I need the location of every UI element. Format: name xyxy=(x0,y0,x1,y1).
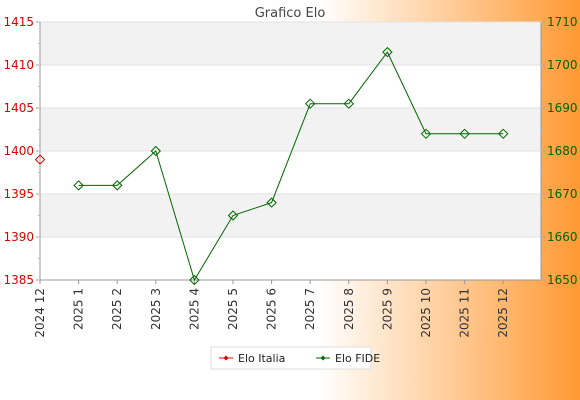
left-tick-label: 1395 xyxy=(3,187,34,201)
right-tick-label: 1650 xyxy=(547,273,578,287)
left-tick-label: 1385 xyxy=(3,273,34,287)
grid-band xyxy=(40,22,541,65)
data-point xyxy=(266,197,277,208)
chart-title: Grafico Elo xyxy=(255,6,326,21)
legend: Elo Italia Elo FIDE xyxy=(210,346,380,370)
data-point xyxy=(227,210,239,221)
series-line xyxy=(78,51,504,282)
x-tick-label: 2025 2 xyxy=(110,288,124,330)
left-tick-label: 1390 xyxy=(3,230,34,244)
legend-box xyxy=(210,346,372,370)
series-layer xyxy=(34,46,509,286)
grid-band xyxy=(40,108,541,151)
right-tick-label: 1700 xyxy=(547,58,578,72)
legend-swatch-marker xyxy=(223,355,229,361)
left-tick-label: 1400 xyxy=(3,144,34,158)
x-tick-label: 2025 9 xyxy=(380,288,394,330)
legend-label: Elo FIDE xyxy=(335,352,380,365)
right-tick-label: 1710 xyxy=(547,15,578,29)
legend-swatch-marker xyxy=(320,355,326,361)
x-tick-label: 2025 11 xyxy=(458,288,472,338)
data-point xyxy=(34,154,46,165)
x-tick-label: 2025 4 xyxy=(187,288,201,330)
x-tick-label: 2025 7 xyxy=(303,288,317,330)
x-tick-label: 2025 12 xyxy=(496,288,510,338)
x-tick-label: 2025 6 xyxy=(265,288,279,330)
data-point xyxy=(459,128,470,140)
data-point xyxy=(420,128,432,140)
right-tick-label: 1670 xyxy=(547,187,578,201)
x-tick-label: 2025 10 xyxy=(419,288,433,338)
series-elo-italia xyxy=(34,154,46,165)
left-tick-label: 1405 xyxy=(3,101,34,115)
data-point xyxy=(73,180,84,191)
plot-area xyxy=(40,21,541,281)
data-point xyxy=(382,46,393,58)
data-point xyxy=(497,128,509,140)
data-point xyxy=(111,180,123,191)
grid-band xyxy=(40,194,541,237)
data-point xyxy=(304,98,316,109)
series-elo-fide xyxy=(73,46,509,286)
right-tick-label: 1680 xyxy=(547,144,578,158)
x-tick-label: 2025 1 xyxy=(72,288,86,330)
x-tick-label: 2025 3 xyxy=(149,288,163,330)
right-tick-label: 1660 xyxy=(547,230,578,244)
x-tick-label: 2024 12 xyxy=(33,288,47,338)
x-tick-label: 2025 8 xyxy=(342,288,356,330)
left-tick-label: 1410 xyxy=(3,58,34,72)
data-point xyxy=(189,274,200,286)
data-point xyxy=(150,145,162,157)
right-tick-label: 1690 xyxy=(547,101,578,115)
x-tick-label: 2025 5 xyxy=(226,288,240,330)
left-tick-label: 1415 xyxy=(3,15,34,29)
data-point xyxy=(343,98,355,109)
axes: 1385 1390 1395 1400 1405 1410 1415 1650 1660 1670… xyxy=(3,15,577,338)
legend-label: Elo Italia xyxy=(238,352,285,365)
